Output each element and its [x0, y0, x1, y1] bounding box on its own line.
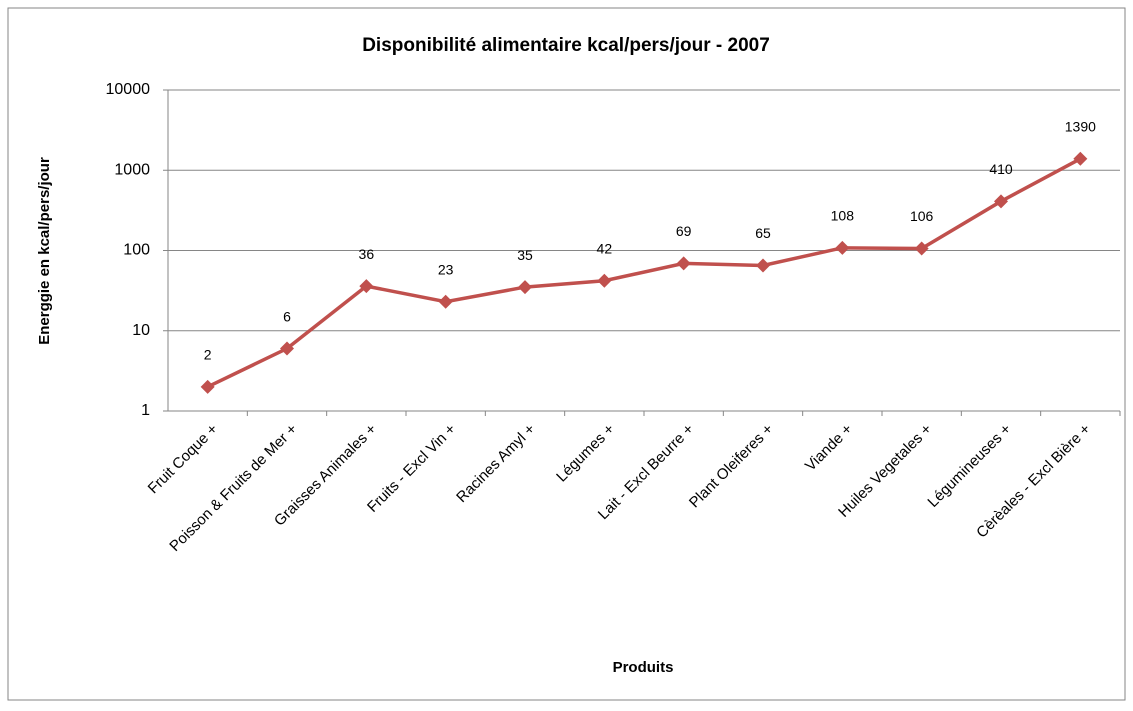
- data-label: 35: [517, 247, 533, 263]
- data-label: 36: [359, 246, 375, 262]
- marker: [994, 194, 1008, 209]
- y-tick-label: 1: [141, 402, 150, 419]
- marker: [200, 379, 215, 394]
- y-axis-label: Energgie en kcal/pers/jour: [36, 157, 53, 345]
- data-label: 42: [597, 240, 613, 256]
- marker: [438, 294, 453, 309]
- marker: [359, 279, 374, 294]
- marker: [518, 280, 532, 295]
- data-label: 2: [204, 347, 212, 363]
- y-tick-label: 100: [123, 242, 150, 259]
- y-tick-label: 1000: [114, 161, 150, 178]
- x-axis-label: Produits: [613, 659, 674, 676]
- data-label: 108: [831, 208, 855, 224]
- marker: [676, 256, 691, 271]
- marker: [1073, 151, 1088, 166]
- marker: [756, 258, 770, 273]
- data-label: 1390: [1065, 118, 1096, 134]
- marker: [914, 241, 929, 256]
- marker: [597, 273, 612, 288]
- marker: [280, 341, 294, 356]
- chart-title: Disponibilité alimentaire kcal/pers/jour…: [362, 35, 770, 56]
- line: [206, 157, 1082, 389]
- data-label: 6: [283, 308, 291, 324]
- y-tick-label: 10000: [106, 81, 151, 98]
- marker: [835, 240, 850, 255]
- data-label: 23: [438, 261, 454, 277]
- chart-border: [7, 7, 1126, 701]
- data-label: 69: [676, 223, 692, 239]
- data-label: 410: [989, 161, 1013, 177]
- y-tick-label: 10: [132, 322, 150, 339]
- data-label: 106: [910, 208, 934, 224]
- data-label: 65: [755, 225, 771, 241]
